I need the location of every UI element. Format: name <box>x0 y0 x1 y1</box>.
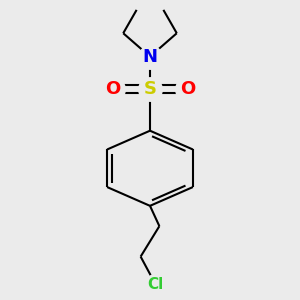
Text: O: O <box>180 80 195 98</box>
Text: S: S <box>143 80 157 98</box>
Text: N: N <box>142 48 158 66</box>
Text: Cl: Cl <box>147 277 164 292</box>
Text: O: O <box>105 80 120 98</box>
